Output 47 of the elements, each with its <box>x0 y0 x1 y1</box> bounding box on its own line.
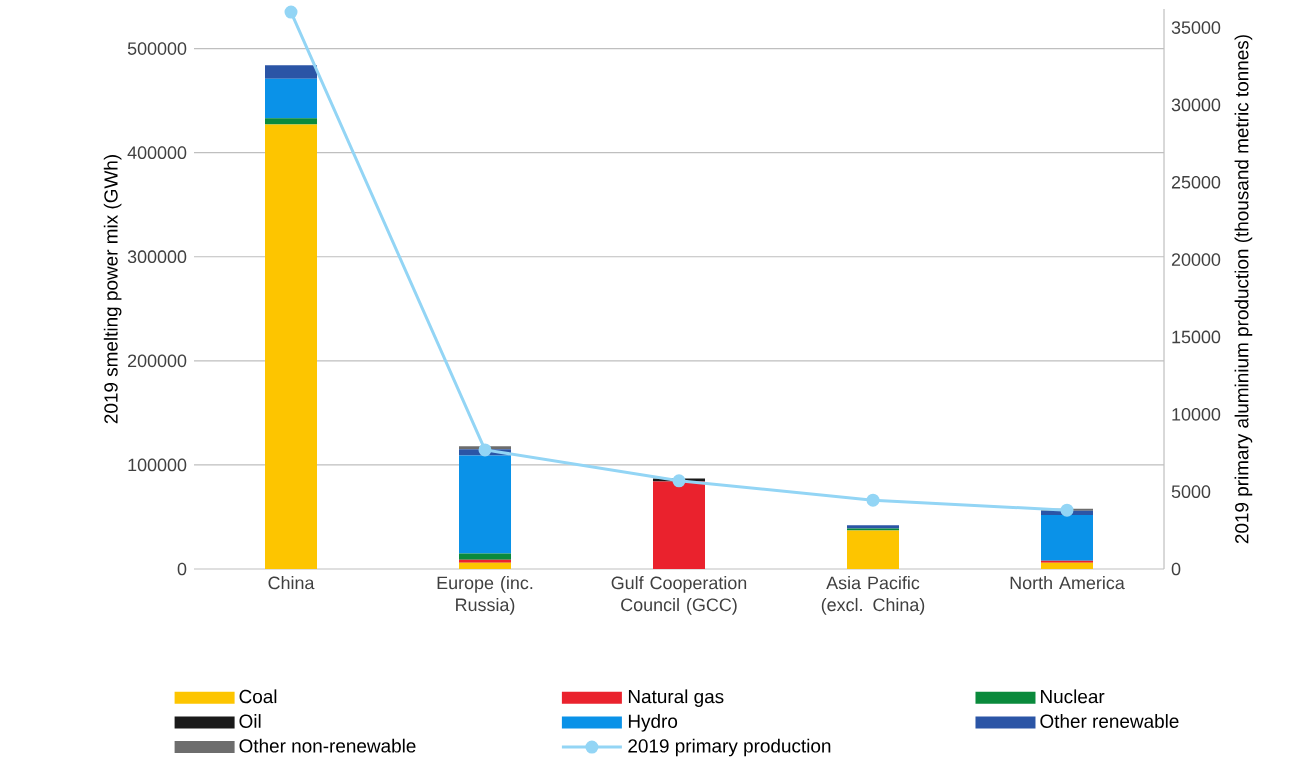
x-tick-label: China <box>268 575 315 590</box>
y-tick-label: 400000 <box>127 146 187 159</box>
x-tick-label: Gulf Cooperation Council (GCC) <box>611 575 747 615</box>
point <box>478 443 492 457</box>
bar <box>265 124 317 569</box>
point <box>672 474 686 488</box>
y2-tick-label: 35000 <box>1171 21 1221 34</box>
y-tick-label: 0 <box>177 562 187 576</box>
bar <box>265 65 317 79</box>
point <box>284 5 298 19</box>
y-tick-label: 200000 <box>128 354 187 367</box>
legend-label: Hydro <box>628 713 678 732</box>
bar <box>459 553 512 560</box>
legend-label: Other non-renewable <box>239 738 416 753</box>
y-tick-label: 100000 <box>128 458 187 472</box>
bar <box>459 559 512 563</box>
y2-tick-label: 15000 <box>1172 330 1221 344</box>
legend-label: Coal <box>239 689 277 704</box>
point <box>1060 503 1074 517</box>
x-tick-label: Europe (inc. Russia) <box>437 575 533 615</box>
x-tick-label: Asia Pacific (excl. China) <box>821 575 925 615</box>
y2-tick-label: 10000 <box>1172 407 1221 421</box>
y2-axis-title: 2019 primary aluminium production (thousand metric tonnes) <box>1234 34 1253 544</box>
bar <box>265 78 317 119</box>
bar <box>1041 514 1093 561</box>
bar <box>265 118 317 125</box>
bar <box>653 481 706 569</box>
y2-tick-label: 0 <box>1171 562 1181 576</box>
y2-tick-label: 30000 <box>1171 98 1221 112</box>
y-tick-label: 300000 <box>127 250 187 263</box>
legend-label: 2019 primary production <box>628 738 831 757</box>
bar <box>1041 562 1093 569</box>
bar <box>847 530 899 569</box>
bar <box>459 562 512 569</box>
legend-label: Other renewable <box>1040 713 1179 728</box>
y2-tick-label: 25000 <box>1171 175 1221 189</box>
legend-label: Nuclear <box>1041 689 1105 704</box>
y-tick-label: 500000 <box>127 42 187 55</box>
legend-label: Natural gas <box>628 689 724 707</box>
y-axis-title: 2019 smelting power mix (GWh) <box>103 154 122 424</box>
point <box>866 493 880 507</box>
bar <box>1041 560 1093 563</box>
x-tick-label: North America <box>1010 575 1125 590</box>
y2-tick-label: 5000 <box>1171 485 1211 498</box>
legend-label: Oil <box>239 713 261 728</box>
bar <box>459 455 512 554</box>
y2-tick-label: 20000 <box>1171 253 1221 266</box>
